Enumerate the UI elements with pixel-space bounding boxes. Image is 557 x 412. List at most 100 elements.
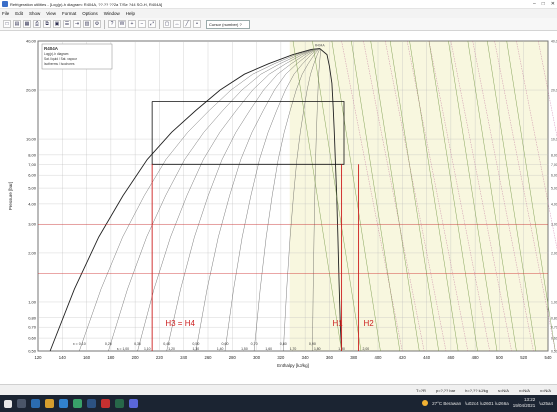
pan-button[interactable]: ↔	[173, 20, 181, 28]
notification-icon[interactable]: \u25a4	[539, 400, 553, 406]
menu-show[interactable]: Show	[29, 11, 41, 16]
status-field: h=?,?? kJ/kg	[465, 387, 488, 393]
settings-button[interactable]: ⚙	[93, 20, 101, 28]
word-icon[interactable]	[87, 399, 96, 408]
edge-icon[interactable]	[31, 399, 40, 408]
y-tick-label-right: 8,00	[551, 153, 557, 157]
isotherm	[538, 40, 557, 138]
logph-chart[interactable]: 120 140 160 180 200 220 240 260 280 300 320 340 360 3…	[0, 31, 557, 384]
y-tick-label: 2,00	[28, 250, 37, 255]
menu-edit[interactable]: Edit	[15, 11, 24, 16]
export-button[interactable]: ⇥	[73, 20, 81, 28]
menu-format[interactable]: Format	[61, 11, 77, 16]
maximize-button[interactable]: □	[541, 1, 545, 7]
line-button[interactable]: ╱	[183, 20, 191, 28]
point-button[interactable]: •	[193, 20, 201, 28]
open-button[interactable]: ▤	[13, 20, 21, 28]
copy-button[interactable]: ⧉	[43, 20, 51, 28]
clock[interactable]: 13:22 19/04/2021	[513, 397, 536, 409]
chrome-icon[interactable]	[73, 399, 82, 408]
cycle-button[interactable]: W	[118, 20, 126, 28]
minimize-button[interactable]: –	[532, 1, 536, 7]
y-tick-label-right: 2,00	[551, 251, 557, 255]
y-tick-label-right: 10,00	[551, 138, 557, 142]
pdf-icon[interactable]	[101, 399, 110, 408]
zoom-out-button[interactable]: −	[138, 20, 146, 28]
menu-file[interactable]: File	[2, 11, 10, 16]
chart-button[interactable]: ▥	[83, 20, 91, 28]
toolbar-separator	[159, 19, 160, 29]
title-bar: Refrigeration utilities - [Log(p)-h diag…	[0, 0, 557, 9]
clock-time: 13:22	[523, 397, 536, 402]
menu-view[interactable]: View	[46, 11, 56, 16]
weather-text[interactable]: 27°C Berawan	[432, 400, 462, 406]
print-button[interactable]: ⎙	[33, 20, 41, 28]
x-tick-label: 320	[277, 355, 285, 360]
save-button[interactable]: ▦	[23, 20, 31, 28]
isentrope	[487, 40, 537, 352]
quality-label: 0,70	[251, 342, 258, 346]
toolbar-separator	[104, 19, 105, 29]
tray-icons[interactable]: \u02c4 \u2601 \u266a	[465, 400, 509, 406]
y-tick-label-right: 6,00	[551, 174, 557, 178]
isotherm	[385, 40, 447, 352]
y-tick-label: 8,00	[28, 152, 37, 157]
y-tick-label-right: 0,50	[551, 350, 557, 354]
x-tick-label: 160	[83, 355, 91, 360]
zoom-in-button[interactable]: +	[128, 20, 136, 28]
x-tick-label: 300	[253, 355, 261, 360]
status-field: T=?R	[416, 387, 426, 393]
status-bar: T=?R p=?,?? bar h=?,?? kJ/kg s=N/A v=N/A x=N/…	[0, 384, 557, 395]
folder-icon[interactable]	[45, 399, 54, 408]
new-button[interactable]: □	[3, 20, 11, 28]
x-tick-label: 140	[59, 355, 67, 360]
y-tick-label-right: 40,00	[551, 40, 557, 44]
search-icon[interactable]	[17, 399, 26, 408]
y-tick-label-right: 0,70	[551, 326, 557, 330]
paste-button[interactable]: ▣	[53, 20, 61, 28]
isentrope	[506, 40, 556, 352]
menu-options[interactable]: Options	[82, 11, 98, 16]
start-icon[interactable]	[4, 399, 12, 408]
quality-label: 0,60	[222, 342, 229, 346]
chart-area[interactable]: 120 140 160 180 200 220 240 260 280 300 320 340 360 3…	[0, 31, 557, 384]
cycle-label-h1: H1	[332, 319, 343, 328]
quality-line	[137, 48, 320, 352]
menu-window[interactable]: Window	[103, 11, 120, 16]
cursor-mode-select[interactable]: Cursor (number) ?	[206, 19, 250, 29]
legend-frame	[41, 43, 113, 70]
quality-line	[108, 48, 320, 352]
y-tick-label: 7,00	[28, 162, 37, 167]
x-axis-label: Enthalpy [kJ/kg]	[277, 363, 309, 368]
isentrope	[448, 40, 498, 352]
x-tick-label: 200	[132, 355, 140, 360]
y-tick-label-right: 4,00	[551, 202, 557, 206]
x-tick-label: 240	[180, 355, 188, 360]
x-tick-label: 180	[107, 355, 115, 360]
quality-line	[253, 48, 320, 352]
close-button[interactable]: ✕	[550, 1, 555, 7]
mail-icon[interactable]	[59, 399, 68, 408]
isentrope	[331, 40, 381, 352]
isentrope	[351, 40, 401, 352]
isotherm	[472, 40, 534, 352]
x-tick-label: 260	[205, 355, 213, 360]
app-taskbar-icon[interactable]	[129, 399, 138, 408]
properties-button[interactable]: ☰	[63, 20, 71, 28]
entropy-label: s = 1,00	[117, 347, 129, 351]
app-icon	[2, 1, 8, 7]
help-button[interactable]: ?	[108, 20, 116, 28]
y-tick-label: 3,00	[28, 222, 37, 227]
y-tick-label: 1,00	[28, 299, 37, 304]
legend-entry: Sat. liquid / Sat. vapour	[44, 57, 78, 61]
toolbar: □ ▤ ▦ ⎙ ⧉ ▣ ☰ ⇥ ▥ ⚙? W + − ⤢ ▢ ↔ ╱ • Cursor (number) ?	[0, 18, 557, 31]
excel-icon[interactable]	[115, 399, 124, 408]
entropy-label: 1,10	[144, 347, 151, 351]
legend-entry: R404A	[44, 46, 59, 51]
entropy-label: 1,20	[168, 347, 175, 351]
zoom-window-button[interactable]: ▢	[163, 20, 171, 28]
zoom-fit-button[interactable]: ⤢	[148, 20, 156, 28]
menu-help[interactable]: Help	[125, 11, 136, 16]
